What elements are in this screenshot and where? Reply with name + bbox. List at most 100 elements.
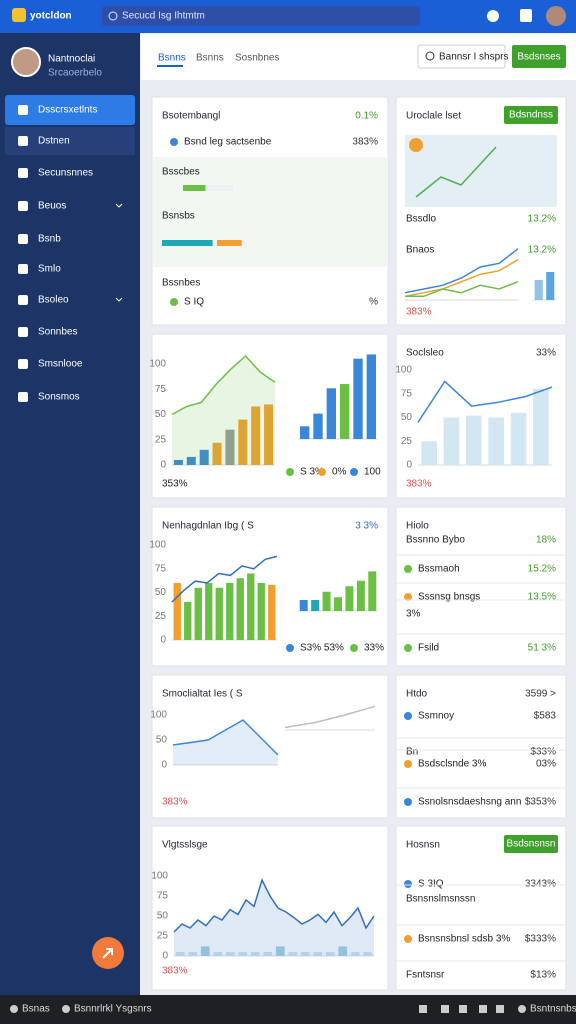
menu-item[interactable]: Smsnlooe	[38, 359, 83, 370]
row-icon	[170, 298, 178, 306]
footer-icon	[10, 1005, 18, 1013]
y-tick-label: 50	[401, 412, 413, 423]
bar	[288, 952, 298, 956]
search-box[interactable]	[102, 6, 420, 26]
progress-bar	[183, 185, 206, 191]
card-button[interactable]	[504, 106, 558, 124]
bar	[300, 426, 310, 439]
row-icon	[286, 644, 294, 652]
row-value: 13.2%	[528, 245, 556, 256]
menu-icon	[18, 392, 28, 402]
line	[417, 380, 553, 423]
card-title: Htdo	[406, 689, 428, 700]
header-tab[interactable]: Bsnns	[158, 53, 186, 64]
bar	[334, 597, 342, 611]
row-value: $33%	[530, 747, 556, 758]
bar	[175, 952, 185, 956]
line	[284, 705, 376, 729]
card-button[interactable]	[504, 835, 558, 853]
card-button-label[interactable]: Bdsndnss	[509, 110, 553, 121]
progress-track	[183, 185, 233, 191]
card-badge: 0.1%	[355, 111, 378, 122]
notification-icon[interactable]	[520, 9, 532, 22]
bar	[443, 417, 460, 465]
footer-button[interactable]	[496, 1005, 504, 1013]
bar	[186, 456, 196, 465]
menu-item[interactable]: Sonsmos	[38, 392, 80, 403]
row-icon	[404, 644, 412, 652]
header-tab[interactable]: Sosnbnes	[235, 53, 279, 64]
area	[172, 356, 275, 465]
bar	[215, 587, 223, 640]
bar	[299, 600, 308, 611]
row-icon	[404, 565, 412, 573]
bar	[326, 388, 336, 439]
y-tick-label: 25	[401, 436, 413, 447]
menu-item[interactable]: Beuos	[38, 201, 66, 212]
header-search-label[interactable]: Bannsr I shsprs	[439, 52, 508, 63]
row-label: Bsdsclsnde 3%	[418, 759, 486, 770]
header-search[interactable]	[417, 44, 506, 69]
menu-icon	[18, 168, 28, 178]
bar	[313, 952, 323, 956]
row-label: Ssmnoy	[418, 711, 454, 722]
line	[173, 877, 375, 933]
row-label: Bsscbes	[162, 167, 200, 178]
row-value: %	[369, 297, 378, 308]
bar	[313, 413, 323, 439]
row-label: 383%	[406, 479, 432, 490]
bar	[325, 952, 335, 956]
footer-icon	[62, 1005, 70, 1013]
bar	[199, 449, 209, 465]
header-action-button[interactable]	[512, 45, 566, 68]
y-tick-label: 50	[155, 587, 167, 598]
menu-active[interactable]	[5, 95, 135, 125]
row-label: Bssmaoh	[418, 564, 460, 575]
logo-icon	[12, 8, 26, 22]
bar	[200, 946, 210, 956]
footer-button[interactable]	[441, 1005, 449, 1013]
row-label: 100	[364, 467, 381, 478]
bar	[533, 389, 549, 465]
avatar[interactable]	[546, 6, 566, 26]
y-tick-label: 0	[162, 951, 168, 962]
header-action-label[interactable]: Bsdsnses	[517, 52, 560, 63]
map-trend	[415, 146, 497, 198]
footer-button[interactable]	[419, 1005, 427, 1013]
row-label: Fsild	[418, 643, 439, 654]
menu-icon	[18, 264, 28, 274]
footer-button[interactable]	[459, 1005, 467, 1013]
area	[173, 720, 278, 765]
settings-icon[interactable]	[487, 10, 499, 22]
card-badge: 33%	[536, 348, 556, 359]
menu-item[interactable]: Dsscrsxetlnts	[38, 105, 97, 116]
menu-icon	[18, 234, 28, 244]
menu-icon	[18, 105, 28, 115]
row-value: $583	[534, 711, 557, 722]
header-tab[interactable]: Bsnns	[196, 53, 224, 64]
row-value: 383%	[352, 137, 378, 148]
footer-button[interactable]	[479, 1005, 487, 1013]
menu-item[interactable]: Bsnb	[38, 234, 61, 245]
menu-icon	[18, 201, 28, 211]
menu-item[interactable]: Dstnen	[38, 136, 70, 147]
row-label: Bssdlo	[406, 214, 436, 225]
bar	[212, 442, 222, 465]
card-button-label[interactable]: Bsdsnsnsn	[507, 839, 556, 850]
menu-icon	[18, 327, 28, 337]
bar	[421, 441, 437, 465]
bar	[350, 952, 360, 956]
card-title: Vlgtsslsge	[162, 840, 208, 851]
line	[405, 281, 519, 298]
menu-item[interactable]: Secunsnnes	[38, 168, 93, 179]
bar	[300, 952, 310, 956]
menu-item[interactable]: Bsoleo	[38, 295, 69, 306]
menu-item[interactable]: Sonnbes	[38, 327, 77, 338]
menu-item[interactable]: Smlo	[38, 264, 61, 275]
card-badge: 3 3%	[355, 521, 378, 532]
row-icon	[404, 798, 412, 806]
row-label: Bssnbes	[162, 278, 200, 289]
row-value: 13.2%	[528, 214, 556, 225]
